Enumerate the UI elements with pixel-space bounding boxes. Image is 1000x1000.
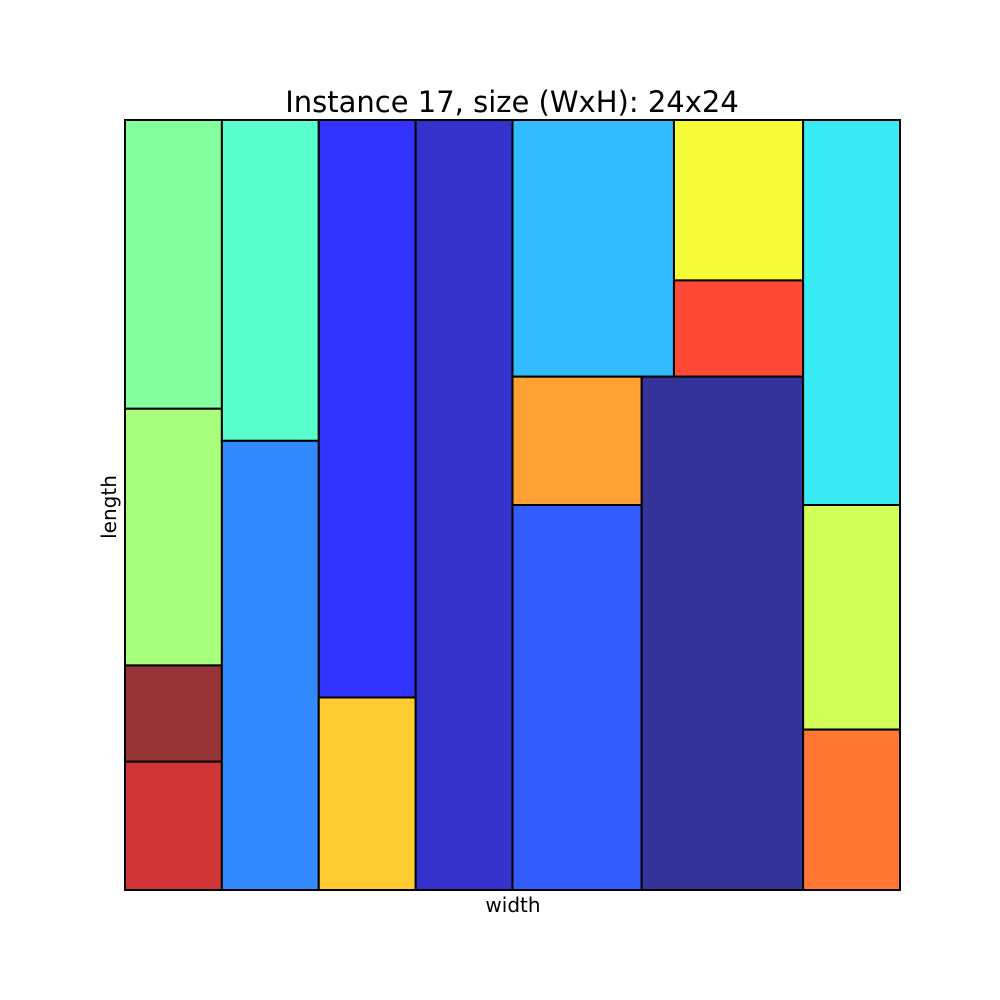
packed-rect-r7 — [317, 119, 417, 699]
packed-rect-r14 — [672, 279, 805, 378]
packed-rect-r16 — [802, 119, 901, 506]
chart-title: Instance 17, size (WxH): 24x24 — [285, 85, 739, 119]
x-axis-label: width — [485, 893, 540, 917]
packed-rect-r13 — [672, 119, 805, 282]
packed-rect-r4 — [124, 760, 223, 892]
packed-rect-r3 — [124, 664, 223, 763]
packed-rect-r9 — [414, 119, 514, 891]
packed-rect-r11 — [511, 375, 643, 506]
packed-rect-r10 — [511, 119, 675, 378]
packed-rect-r17 — [802, 504, 901, 731]
packed-rect-r1 — [124, 119, 223, 410]
packed-rect-r18 — [802, 728, 901, 891]
packed-rect-r8 — [317, 696, 417, 891]
packed-rect-r15 — [640, 375, 805, 891]
y-axis-label: length — [97, 475, 121, 539]
packed-rect-r6 — [220, 439, 320, 891]
packed-rect-r12 — [511, 504, 643, 891]
packed-rect-r2 — [124, 407, 223, 667]
rectangles-layer — [124, 119, 901, 892]
packed-rect-r5 — [220, 119, 320, 442]
plot-frame — [124, 119, 901, 891]
